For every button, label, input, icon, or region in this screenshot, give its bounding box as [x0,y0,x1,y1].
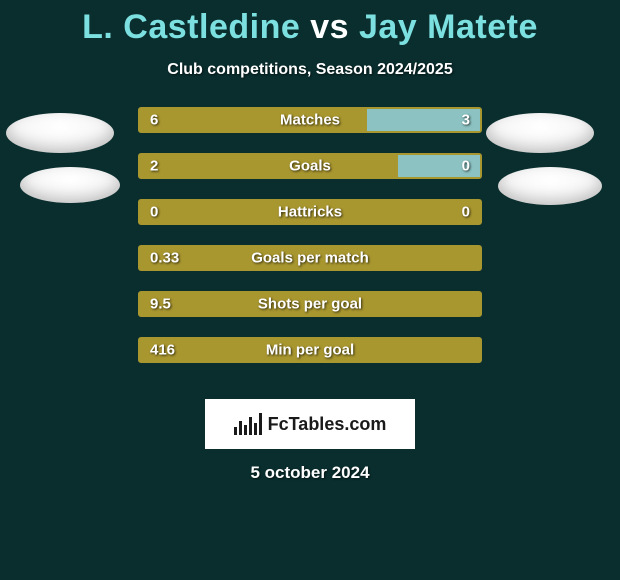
stat-value-left: 2 [150,158,158,175]
stat-label: Hattricks [278,204,342,221]
stat-value-right: 0 [462,158,470,175]
stat-label: Min per goal [266,342,354,359]
player2-name: Jay Matete [359,8,538,46]
stat-label: Matches [280,112,340,129]
player1-photo-1 [6,113,114,153]
stat-value-right: 0 [462,204,470,221]
stat-row: 416 Min per goal [138,337,482,363]
attribution-bars-icon [234,413,262,435]
vs-text: vs [310,8,349,46]
subtitle: Club competitions, Season 2024/2025 [0,61,620,79]
stat-row: 0 0 Hattricks [138,199,482,225]
stat-value-left: 0.33 [150,250,179,267]
stat-value-right: 3 [462,112,470,129]
player2-photo-2 [498,167,602,205]
stat-row: 9.5 Shots per goal [138,291,482,317]
stat-row: 6 3 Matches [138,107,482,133]
player2-photo-1 [486,113,594,153]
attribution-text: FcTables.com [268,414,387,435]
stat-row: 0.33 Goals per match [138,245,482,271]
stat-value-left: 9.5 [150,296,171,313]
stat-bar-left [140,155,398,177]
player1-photo-2 [20,167,120,203]
stat-row: 2 0 Goals [138,153,482,179]
player1-name: L. Castledine [82,8,300,46]
stat-label: Goals per match [251,250,369,267]
stat-label: Goals [289,158,331,175]
stat-value-left: 0 [150,204,158,221]
attribution-badge: FcTables.com [205,399,415,449]
date-text: 5 october 2024 [0,463,620,483]
stat-value-left: 6 [150,112,158,129]
comparison-title: L. Castledine vs Jay Matete [0,0,620,47]
stat-label: Shots per goal [258,296,362,313]
stat-rows: 6 3 Matches 2 0 Goals 0 0 Hattricks 0.33 Goals per… [138,107,482,383]
stat-value-left: 416 [150,342,175,359]
chart-area: 6 3 Matches 2 0 Goals 0 0 Hattricks 0.33 Goals per… [0,107,620,387]
